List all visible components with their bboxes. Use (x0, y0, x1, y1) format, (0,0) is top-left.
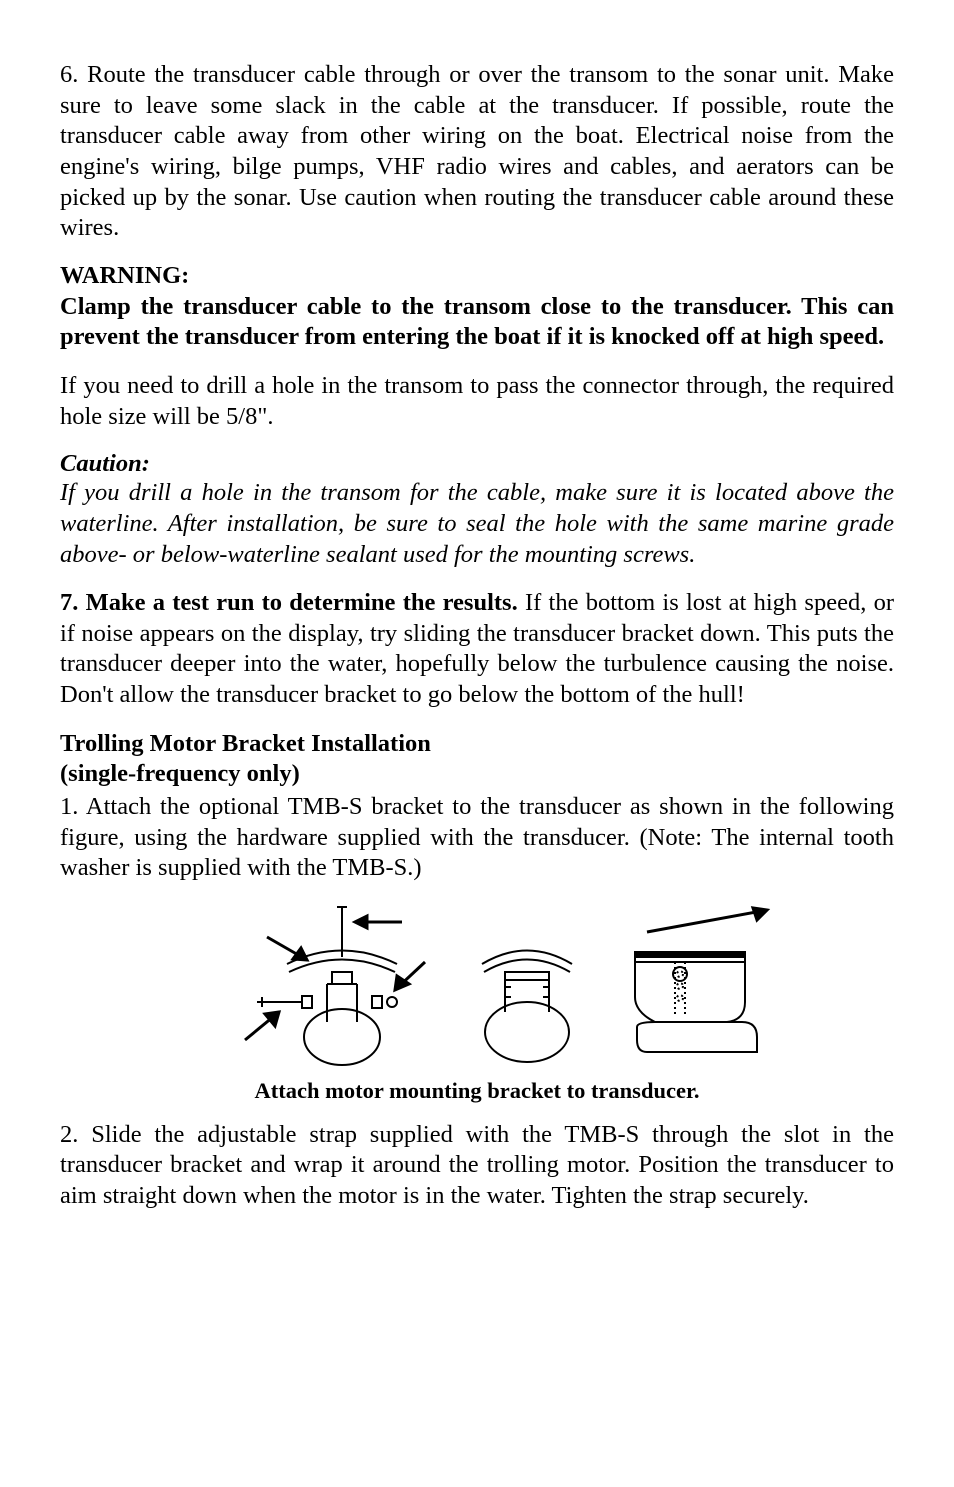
step-7-label: 7. Make a test run to determine the resu… (60, 589, 518, 616)
trolling-heading-line-1: Trolling Motor Bracket Installation (60, 729, 894, 760)
caution-body: If you drill a hole in the transom for t… (60, 478, 894, 570)
paragraph-trolling-step-1: 1. Attach the optional TMB-S bracket to … (60, 792, 894, 884)
warning-body: Clamp the transducer cable to the transo… (60, 292, 894, 353)
trolling-heading-line-2: (single-frequency only) (60, 759, 894, 790)
caution-heading: Caution: (60, 450, 894, 478)
paragraph-hole-note: If you need to drill a hole in the trans… (60, 371, 894, 432)
paragraph-step-7: 7. Make a test run to determine the resu… (60, 588, 894, 711)
paragraph-step-6: 6. Route the transducer cable through or… (60, 60, 894, 244)
bracket-diagram-icon (177, 902, 777, 1072)
page-container: 6. Route the transducer cable through or… (0, 0, 954, 1487)
warning-heading: WARNING: (60, 262, 894, 290)
figure-bracket-assembly (60, 902, 894, 1072)
figure-caption: Attach motor mounting bracket to transdu… (60, 1078, 894, 1104)
paragraph-trolling-step-2: 2. Slide the adjustable strap supplied w… (60, 1120, 894, 1212)
